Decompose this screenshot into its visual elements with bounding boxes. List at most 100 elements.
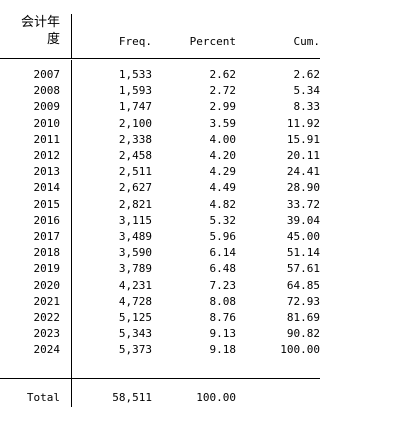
row-freq: 2,100 xyxy=(118,116,152,130)
cum-header: Cum. xyxy=(293,35,321,48)
row-percent: 5.96 xyxy=(209,230,237,243)
row-cum: 24.41 xyxy=(286,165,320,179)
percent-header: Percent xyxy=(189,35,236,48)
table-row: 2022 5,125 8.76 81.69 xyxy=(0,309,400,326)
row-cum: 15.91 xyxy=(286,132,320,146)
row-freq: 1,533 xyxy=(118,68,152,81)
row-year: 2011 xyxy=(33,132,61,146)
row-year: 2016 xyxy=(33,213,61,227)
total-row: Total 58,511 100.00 xyxy=(0,389,400,406)
row-year: 2019 xyxy=(33,262,61,276)
row-percent: 6.48 xyxy=(209,262,237,276)
row-cum: 5.34 xyxy=(293,84,321,98)
table-row: 2023 5,343 9.13 90.82 xyxy=(0,325,400,342)
row-percent: 8.08 xyxy=(209,294,237,308)
row-freq: 4,728 xyxy=(118,294,152,308)
row-cum: 72.93 xyxy=(286,294,320,308)
row-percent: 8.76 xyxy=(209,311,237,324)
row-percent: 2.62 xyxy=(209,68,237,81)
row-percent: 3.59 xyxy=(209,116,237,130)
row-percent: 9.13 xyxy=(209,327,237,341)
row-year: 2024 xyxy=(33,343,61,357)
table-row: 2020 4,231 7.23 64.85 xyxy=(0,277,400,294)
table-row: 2024 5,373 9.18 100.00 xyxy=(0,341,400,358)
body-vertical-rule xyxy=(71,60,72,378)
table-row: 2013 2,511 4.29 24.41 xyxy=(0,163,400,180)
row-year: 2022 xyxy=(33,311,61,324)
row-freq: 3,115 xyxy=(118,213,152,227)
variable-label-line1: 会计年 xyxy=(20,15,60,30)
total-label: Total xyxy=(26,391,60,404)
row-percent: 5.32 xyxy=(209,213,237,227)
total-vertical-rule xyxy=(71,379,72,407)
row-cum: 90.82 xyxy=(286,327,320,341)
row-year: 2014 xyxy=(33,181,61,195)
row-percent: 2.99 xyxy=(209,100,237,114)
row-cum: 8.33 xyxy=(293,100,321,114)
row-percent: 4.82 xyxy=(209,197,237,211)
row-freq: 5,373 xyxy=(118,343,152,357)
row-freq: 3,590 xyxy=(118,246,152,260)
header-underline xyxy=(0,58,320,59)
row-cum: 20.11 xyxy=(286,149,320,162)
row-cum: 28.90 xyxy=(286,181,320,195)
row-freq: 2,627 xyxy=(118,181,152,195)
total-percent: 100.00 xyxy=(196,391,236,404)
row-year: 2023 xyxy=(33,327,61,341)
row-percent: 4.49 xyxy=(209,181,237,195)
row-percent: 9.18 xyxy=(209,343,237,357)
row-cum: 11.92 xyxy=(286,116,320,130)
row-year: 2013 xyxy=(33,165,61,179)
row-cum: 64.85 xyxy=(286,278,320,292)
header-vertical-rule xyxy=(71,14,72,59)
row-cum: 45.00 xyxy=(286,230,320,243)
variable-label-line2: 度 xyxy=(46,32,60,47)
row-percent: 6.14 xyxy=(209,246,237,260)
row-percent: 4.29 xyxy=(209,165,237,179)
row-year: 2009 xyxy=(33,100,61,114)
row-year: 2015 xyxy=(33,197,61,211)
table-row: 2012 2,458 4.20 20.11 xyxy=(0,147,400,164)
table-row: 2015 2,821 4.82 33.72 xyxy=(0,196,400,213)
row-cum: 2.62 xyxy=(293,68,321,81)
total-freq: 58,511 xyxy=(112,391,152,404)
freq-header: Freq. xyxy=(118,35,152,48)
row-year: 2020 xyxy=(33,278,61,292)
row-freq: 1,593 xyxy=(118,84,152,98)
row-freq: 1,747 xyxy=(118,100,152,114)
row-freq: 2,338 xyxy=(118,132,152,146)
row-percent: 4.20 xyxy=(209,149,237,162)
table-row: 2007 1,533 2.62 2.62 xyxy=(0,66,400,83)
total-separator xyxy=(0,378,320,379)
row-cum: 100.00 xyxy=(280,343,320,357)
row-percent: 4.00 xyxy=(209,132,237,146)
table-row: 2008 1,593 2.72 5.34 xyxy=(0,82,400,99)
row-percent: 2.72 xyxy=(209,84,237,98)
row-freq: 4,231 xyxy=(118,278,152,292)
row-cum: 33.72 xyxy=(286,197,320,211)
row-freq: 5,343 xyxy=(118,327,152,341)
row-freq: 2,821 xyxy=(118,197,152,211)
row-year: 2008 xyxy=(33,84,61,98)
table-row: 2010 2,100 3.59 11.92 xyxy=(0,115,400,132)
row-year: 2017 xyxy=(33,230,61,243)
table-row: 2018 3,590 6.14 51.14 xyxy=(0,244,400,261)
row-cum: 39.04 xyxy=(286,213,320,227)
table-row: 2017 3,489 5.96 45.00 xyxy=(0,228,400,245)
row-percent: 7.23 xyxy=(209,278,237,292)
row-year: 2007 xyxy=(33,68,61,81)
row-freq: 5,125 xyxy=(118,311,152,324)
row-freq: 3,789 xyxy=(118,262,152,276)
table-row: 2011 2,338 4.00 15.91 xyxy=(0,131,400,148)
row-cum: 81.69 xyxy=(286,311,320,324)
table-row: 2014 2,627 4.49 28.90 xyxy=(0,179,400,196)
row-year: 2018 xyxy=(33,246,61,260)
row-freq: 3,489 xyxy=(118,230,152,243)
table-row: 2009 1,747 2.99 8.33 xyxy=(0,98,400,115)
row-cum: 57.61 xyxy=(286,262,320,276)
row-year: 2021 xyxy=(33,294,61,308)
table-row: 2021 4,728 8.08 72.93 xyxy=(0,293,400,310)
row-cum: 51.14 xyxy=(286,246,320,260)
row-year: 2012 xyxy=(33,149,61,162)
